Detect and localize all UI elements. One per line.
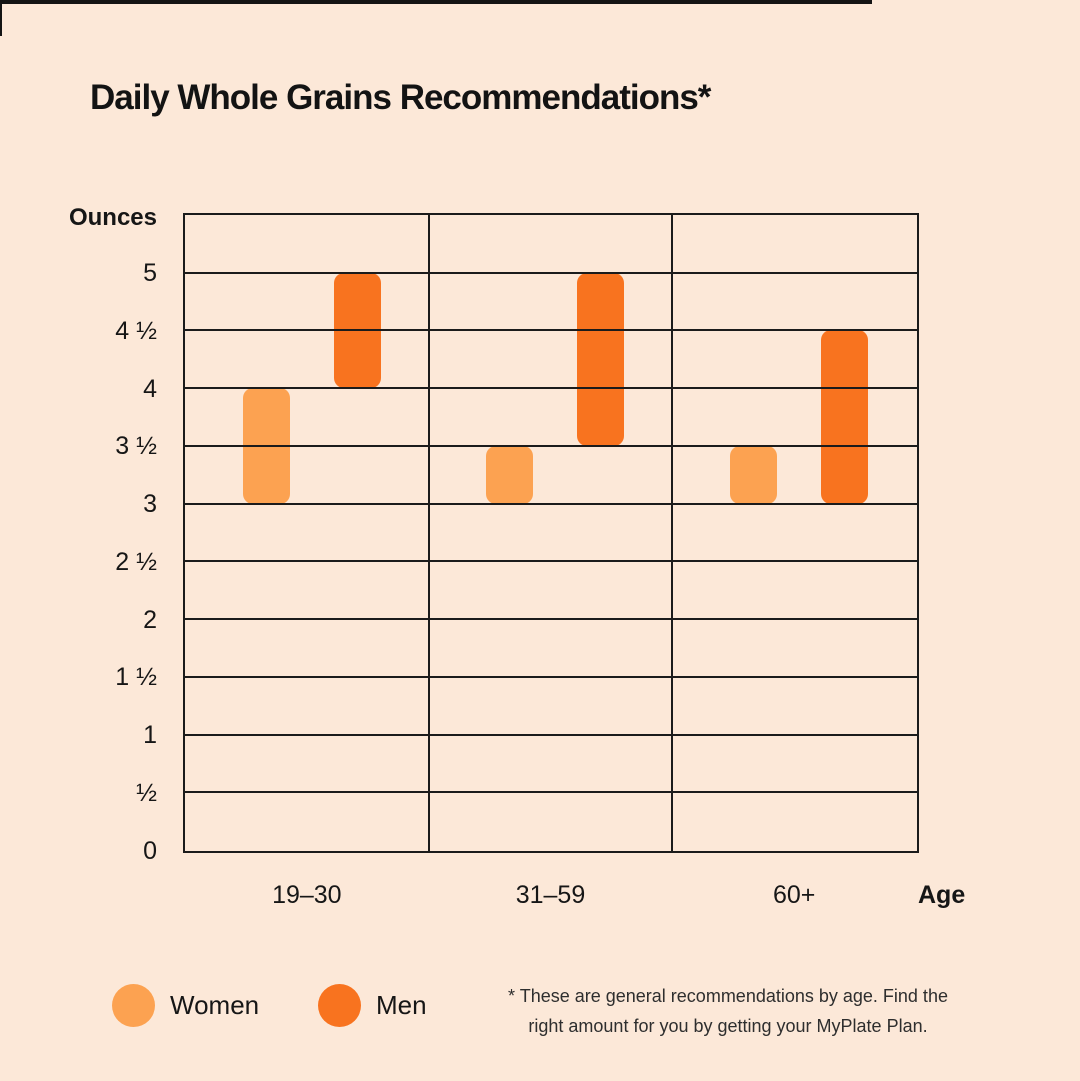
gridline-3 [185, 502, 917, 505]
y-tick-2: 2 [143, 605, 157, 634]
x-axis-category-labels: 19–30 31–59 60+ [185, 878, 916, 914]
y-tick-2.5: 2 ½ [115, 547, 157, 576]
y-tick-4: 4 [143, 374, 157, 403]
legend-swatch-women-icon [112, 984, 155, 1027]
y-tick-3: 3 [143, 490, 157, 519]
gridline-2 [185, 618, 917, 621]
y-tick-4.5: 4 ½ [115, 316, 157, 345]
x-category-19–30: 19–30 [272, 881, 342, 909]
column-divider-2 [671, 215, 674, 851]
y-axis-title: Ounces [68, 204, 157, 231]
y-tick-0: 0 [143, 836, 157, 865]
y-axis-tick-labels: 5 4 ½ 4 3 ½ 3 2 ½ 2 1 ½ 1 ½ 0 [0, 213, 157, 864]
legend-label-women: Women [170, 990, 260, 1020]
x-axis-title: Age [918, 881, 966, 909]
legend-label-men: Men [376, 990, 427, 1020]
bar-women-60+ [729, 445, 777, 504]
y-tick-0.5: ½ [136, 778, 157, 807]
x-category-31–59: 31–59 [515, 881, 586, 909]
gridline-2.5 [185, 560, 917, 563]
gridline-4.5 [185, 329, 917, 332]
gridline-4 [185, 387, 917, 390]
gridline-1 [185, 733, 917, 736]
x-category-60+: 60+ [772, 881, 816, 909]
gridline-5 [185, 271, 917, 274]
legend-swatch-men-icon [318, 984, 361, 1027]
screen-edge-artifact-top [0, 0, 872, 4]
legend: Women Men [0, 980, 500, 1032]
footnote-line-1: * These are general recommendations by a… [508, 986, 948, 1006]
plot-area [183, 213, 919, 853]
bar-women-31–59 [486, 445, 534, 504]
chart-title: Daily Whole Grains Recommendations* [90, 78, 711, 117]
footnote-line-2: right amount for you by getting your MyP… [528, 1016, 928, 1036]
y-tick-1.5: 1 ½ [115, 663, 157, 692]
y-tick-1: 1 [143, 721, 157, 750]
footnote: * These are general recommendations by a… [502, 981, 954, 1041]
y-tick-3.5: 3 ½ [115, 432, 157, 461]
screen-edge-artifact-left [0, 0, 2, 36]
y-tick-5: 5 [143, 259, 157, 288]
gridline-0.5 [185, 791, 917, 794]
bar-men-60+ [820, 330, 868, 504]
column-divider-1 [427, 215, 430, 851]
bar-men-31–59 [577, 272, 625, 446]
gridline-1.5 [185, 675, 917, 678]
gridline-3.5 [185, 444, 917, 447]
